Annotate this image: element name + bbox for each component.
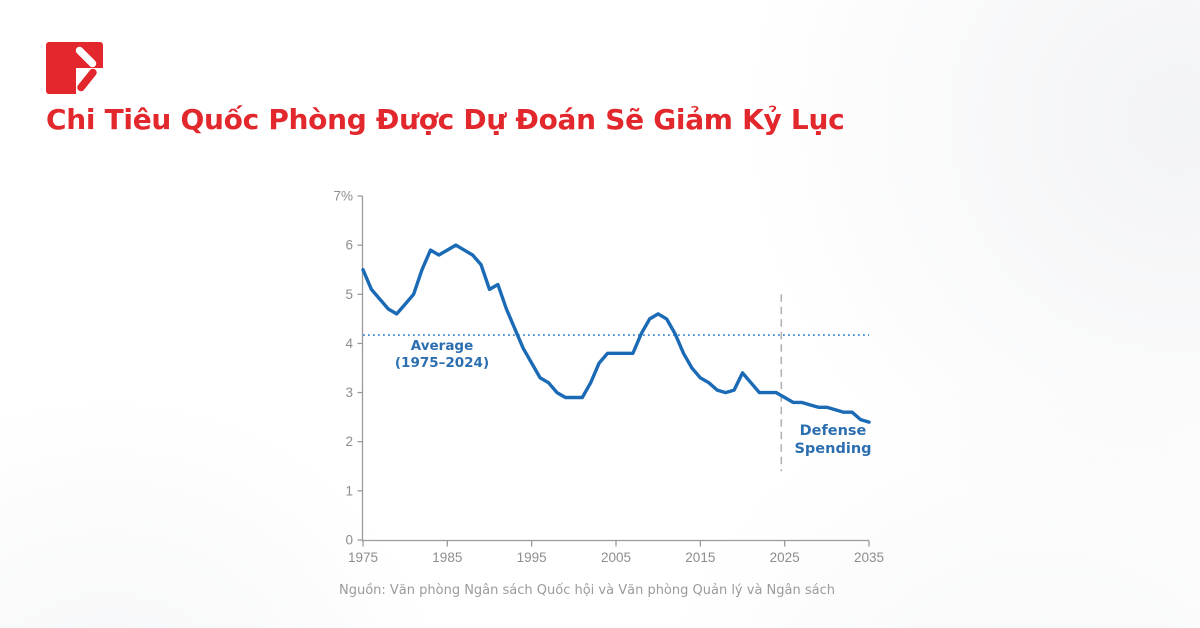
svg-text:1: 1 — [345, 483, 353, 498]
tick-labels: 0 1 2 3 4 5 6 7% 1975 1985 1995 2005 2015 2025 2035 — [333, 189, 884, 566]
defense-spending-series-line — [361, 243, 871, 424]
svg-text:3: 3 — [345, 385, 353, 400]
brand-logo-icon — [46, 42, 103, 94]
average-annotation-line2: (1975–2024) — [394, 355, 490, 371]
svg-text:2015: 2015 — [685, 550, 715, 565]
svg-text:1995: 1995 — [517, 550, 547, 565]
svg-text:1985: 1985 — [432, 550, 462, 565]
svg-text:1975: 1975 — [348, 550, 378, 565]
svg-text:7%: 7% — [333, 189, 353, 204]
svg-text:4: 4 — [345, 336, 353, 351]
svg-text:2: 2 — [345, 434, 353, 449]
svg-text:2005: 2005 — [601, 550, 631, 565]
axes — [357, 195, 870, 547]
defense-spending-annotation-line1: Defense — [799, 423, 867, 439]
average-annotation-line1: Average — [410, 338, 474, 354]
svg-text:0: 0 — [345, 533, 353, 548]
defense-spending-annotation-line2: Spending — [794, 441, 872, 457]
svg-text:6: 6 — [345, 238, 353, 253]
svg-text:2035: 2035 — [854, 550, 884, 565]
average-annotation: Average (1975–2024) — [376, 338, 508, 372]
defense-spending-annotation: Defense Spending — [766, 422, 900, 458]
source-note: Nguồn: Văn phòng Ngân sách Quốc hội và V… — [338, 583, 835, 598]
svg-text:2025: 2025 — [770, 550, 800, 565]
page-title: Chi Tiêu Quốc Phòng Được Dự Đoán Sẽ Giảm… — [46, 103, 845, 136]
svg-text:5: 5 — [345, 287, 353, 302]
